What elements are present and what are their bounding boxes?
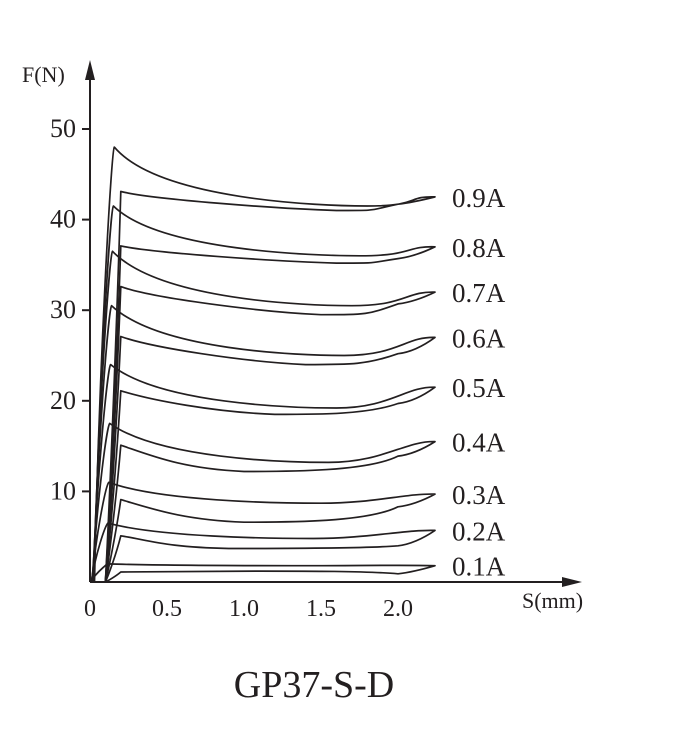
y-tick-label: 10 xyxy=(50,476,76,505)
series-label: 0.3A xyxy=(452,480,506,510)
curve-0.6A xyxy=(92,304,436,583)
series-labels: 0.1A 0.2A 0.3A 0.4A 0.5A 0.6A 0.7A 0.8A 0.9A xyxy=(452,183,506,582)
curve-0.1A xyxy=(89,563,436,583)
curve-0.9A xyxy=(93,146,436,583)
x-tick-label: 2.0 xyxy=(383,596,413,622)
series-label: 0.1A xyxy=(452,552,506,582)
x-tick-label: 0.5 xyxy=(152,596,182,622)
x-tick-label: 1.0 xyxy=(229,596,259,622)
series-label: 0.5A xyxy=(452,373,506,403)
series-label: 0.7A xyxy=(452,278,506,308)
y-axis-arrow xyxy=(85,60,95,80)
y-tick-label: 50 xyxy=(50,114,76,143)
curve-0.3A xyxy=(90,481,436,583)
curve-0.5A xyxy=(91,363,436,583)
y-axis-label: F(N) xyxy=(22,62,65,87)
x-axis-arrow xyxy=(562,577,582,587)
x-axis-ticks: 0 0.5 1.0 1.5 2.0 xyxy=(84,596,413,622)
x-tick-label: 0 xyxy=(84,596,96,622)
series-label: 0.6A xyxy=(452,323,506,353)
x-axis-label: S(mm) xyxy=(522,588,583,613)
y-tick-label: 40 xyxy=(50,205,76,234)
y-axis-ticks: 10 20 30 40 50 xyxy=(50,114,90,505)
curve-0.7A xyxy=(92,250,436,583)
x-tick-label: 1.5 xyxy=(306,596,336,622)
curve-0.8A xyxy=(93,205,436,583)
chart-title: GP37-S-D xyxy=(234,664,394,706)
series-label: 0.4A xyxy=(452,428,506,458)
y-tick-label: 30 xyxy=(50,295,76,324)
y-tick-label: 20 xyxy=(50,386,76,415)
series-label: 0.9A xyxy=(452,183,506,213)
series-label: 0.8A xyxy=(452,233,506,263)
series-label: 0.2A xyxy=(452,516,506,546)
curve-0.2A xyxy=(90,522,436,583)
chart-curves xyxy=(89,146,436,583)
